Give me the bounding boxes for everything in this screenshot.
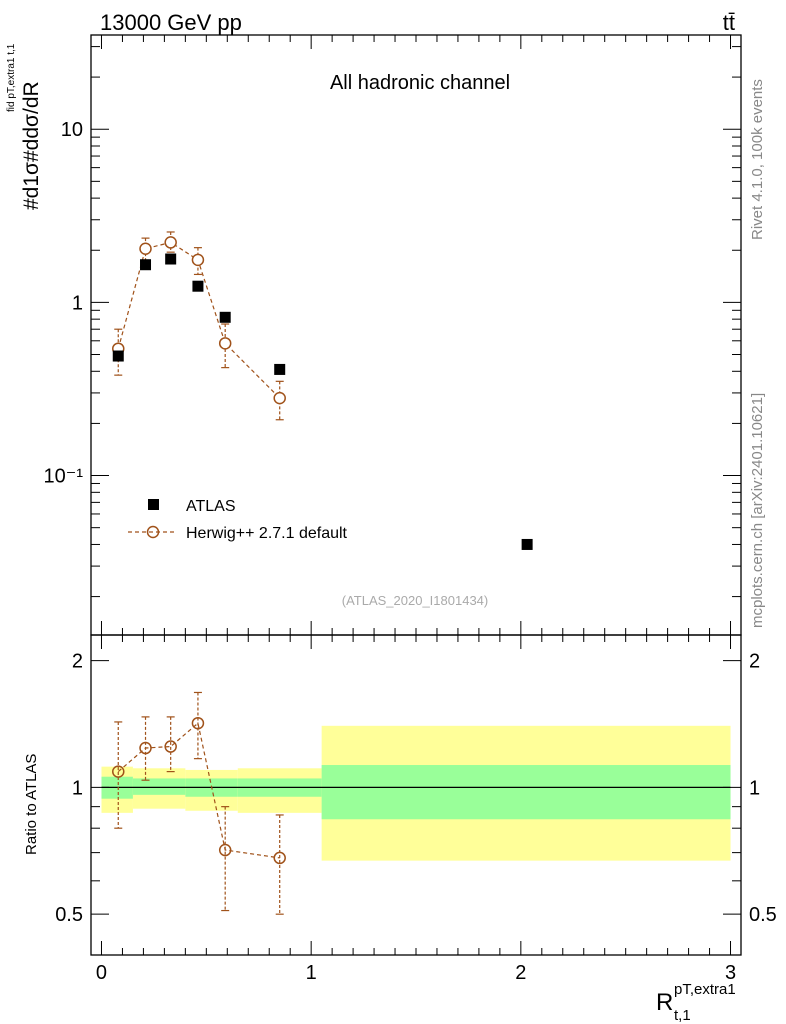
ratio-herwig-point [191,716,205,730]
ratio-herwig-point [218,843,232,857]
atlas-point [112,350,124,362]
legend-label-atlas: ATLAS [186,498,236,515]
ratio-ytick-label-right: 0.5 [749,904,777,926]
xlabel-main: R [656,989,673,1016]
main-ytick-label: 10⁻¹ [44,466,84,488]
ratio-herwig-point [112,765,125,778]
legend-marker-herwig [146,525,160,539]
mcplots-label: mcplots.cern.ch [arXiv:2401.10621] [749,393,766,628]
legend-label-herwig: Herwig++ 2.7.1 default [186,525,348,542]
atlas-point [521,538,533,550]
ratio-herwig-point [164,740,177,753]
ratio-herwig-point [139,741,152,755]
ratio-ytick-label-right: 1 [749,777,760,799]
ratio-ylabel: Ratio to ATLAS [23,754,40,855]
xlabel-sub: t,1 [674,1007,691,1024]
analysis-tag: (ATLAS_2020_I1801434) [342,593,488,608]
ratio-band-stat-4 [321,765,731,820]
rivet-label: Rivet 4.1.0, 100k events [749,79,766,240]
chart-title: All hadronic channel [330,72,510,94]
herwig-point [139,242,152,256]
main-ylabel: #d1σ#ddσ/dR [20,81,43,210]
x-tick-label: 0 [96,962,107,984]
x-tick-label: 1 [306,962,317,984]
herwig-point [191,253,205,267]
ratio-ytick-label: 1 [72,777,83,799]
herwig-point [218,337,232,350]
main-ylabel-annotation: fid pT,extra1 t,1 [6,43,17,112]
herwig-point [273,391,286,405]
main-panel: 10 1 10⁻¹ All hadronic channel (ATLAS_2020… [6,34,742,636]
atlas-point [192,280,204,292]
ratio-band-stat-1 [132,778,186,795]
herwig-point [164,236,177,249]
atlas-point [140,259,152,271]
xlabel-sup: pT,extra1 [674,981,736,998]
ratio-ytick-label: 0.5 [55,904,83,926]
ratio-ytick-label: 2 [72,651,83,673]
main-frame [90,34,742,636]
energy-label: 13000 GeV pp [100,10,242,35]
x-axis-title: R pT,extra1 t,1 [656,981,736,1024]
main-ytick-label: 10 [61,119,83,141]
atlas-point [219,311,231,323]
atlas-point [274,363,286,375]
ratio-ytick-label-right: 2 [749,651,760,673]
main-ytick-label: 1 [72,292,83,314]
legend: ATLAS Herwig++ 2.7.1 default [128,498,348,542]
atlas-point [165,253,177,265]
ratio-panel: 0 1 2 3 2 2 1 1 0.5 0.5 Ratio to ATLAS [23,634,777,984]
ratio-herwig-point [273,851,286,865]
process-label: tt̄ [723,10,735,35]
x-tick-label: 3 [725,962,736,984]
legend-marker-atlas [148,499,159,510]
x-tick-label: 2 [515,962,526,984]
